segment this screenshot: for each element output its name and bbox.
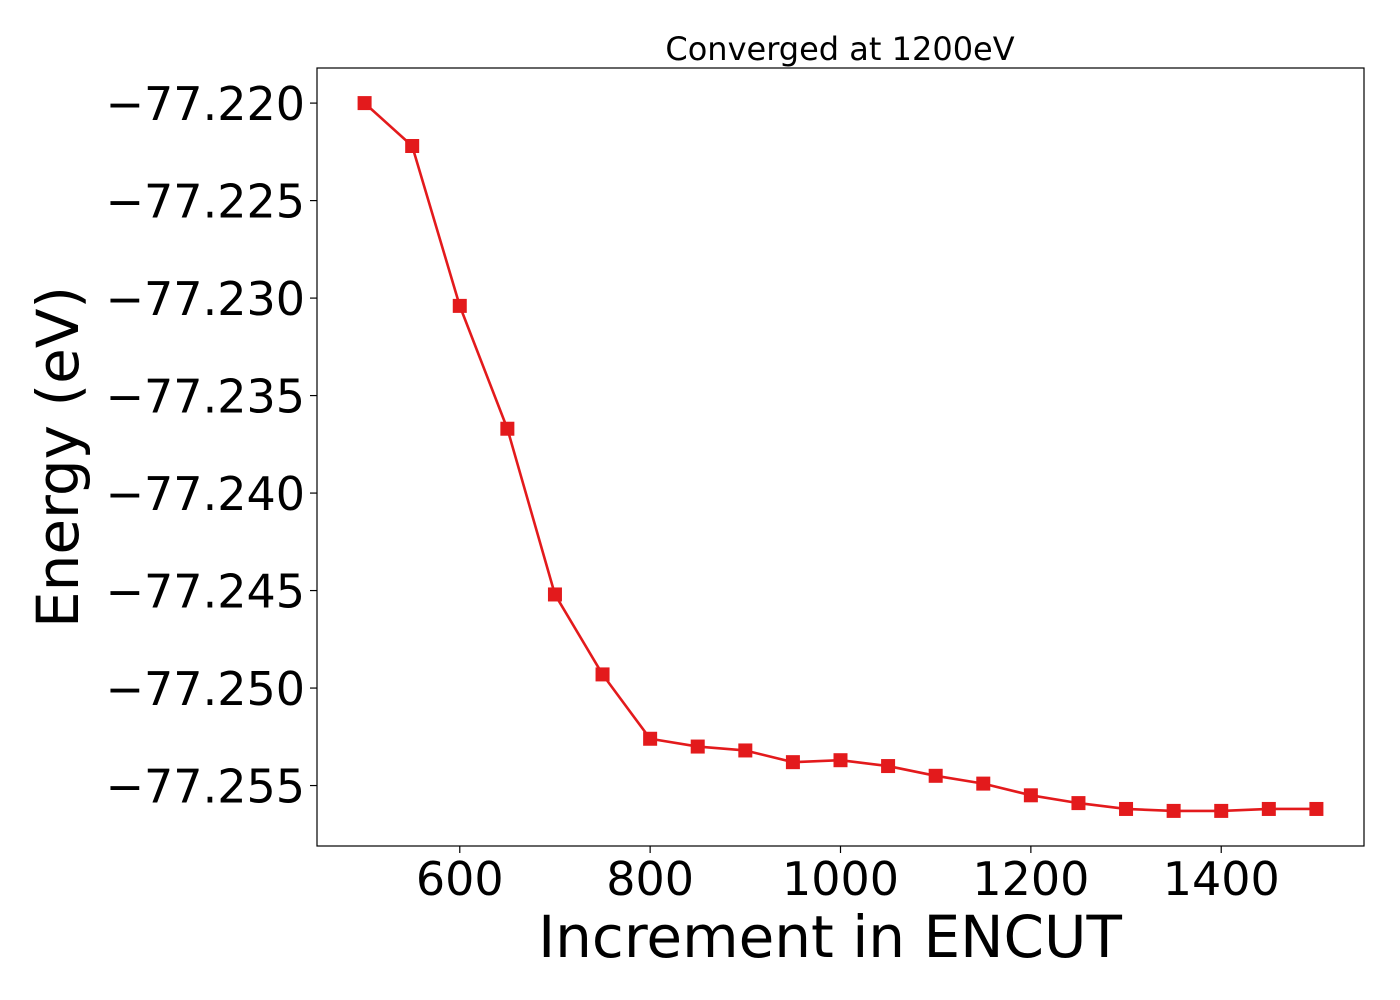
data-point bbox=[1214, 803, 1229, 818]
x-tick-label: 1400 bbox=[1163, 852, 1280, 906]
y-tick-label: −77.255 bbox=[106, 760, 306, 814]
data-point bbox=[738, 743, 753, 758]
data-point bbox=[976, 776, 991, 791]
series-layer bbox=[357, 96, 1324, 818]
data-point bbox=[1023, 788, 1038, 803]
y-tick-label: −77.245 bbox=[106, 565, 306, 619]
y-tick-label: −77.250 bbox=[106, 662, 306, 716]
data-point bbox=[690, 739, 705, 754]
x-tick-label: 800 bbox=[606, 852, 694, 906]
x-tick-label: 600 bbox=[416, 852, 504, 906]
y-tick-label: −77.235 bbox=[106, 370, 306, 424]
x-tick-label: 1000 bbox=[782, 852, 899, 906]
data-point bbox=[547, 587, 562, 602]
data-point bbox=[595, 667, 610, 682]
data-point bbox=[452, 298, 467, 313]
x-axis-label: Increment in ENCUT bbox=[538, 903, 1122, 971]
data-point bbox=[357, 96, 372, 111]
data-point bbox=[833, 753, 848, 768]
plot-area bbox=[316, 67, 1365, 847]
y-axis-label: Energy (eV) bbox=[24, 286, 92, 628]
y-tick-label: −77.225 bbox=[106, 175, 306, 229]
data-point bbox=[785, 755, 800, 770]
data-point bbox=[1166, 803, 1181, 818]
chart-title: Converged at 1200eV bbox=[665, 30, 1014, 68]
y-tick-label: −77.240 bbox=[106, 467, 306, 521]
data-point bbox=[405, 138, 420, 153]
data-point bbox=[881, 759, 896, 774]
data-point bbox=[1309, 801, 1324, 816]
y-tick-label: −77.220 bbox=[106, 77, 306, 131]
data-point bbox=[643, 731, 658, 746]
ticks: 600 800 1000 1200 1400 −77.220 −77.225 −77.230 −… bbox=[106, 77, 1280, 906]
data-point bbox=[1071, 796, 1086, 811]
x-tick-label: 1200 bbox=[972, 852, 1089, 906]
data-point bbox=[1261, 801, 1276, 816]
data-point bbox=[500, 421, 515, 436]
data-point bbox=[1119, 801, 1134, 816]
y-tick-label: −77.230 bbox=[106, 272, 306, 326]
data-point bbox=[928, 768, 943, 783]
